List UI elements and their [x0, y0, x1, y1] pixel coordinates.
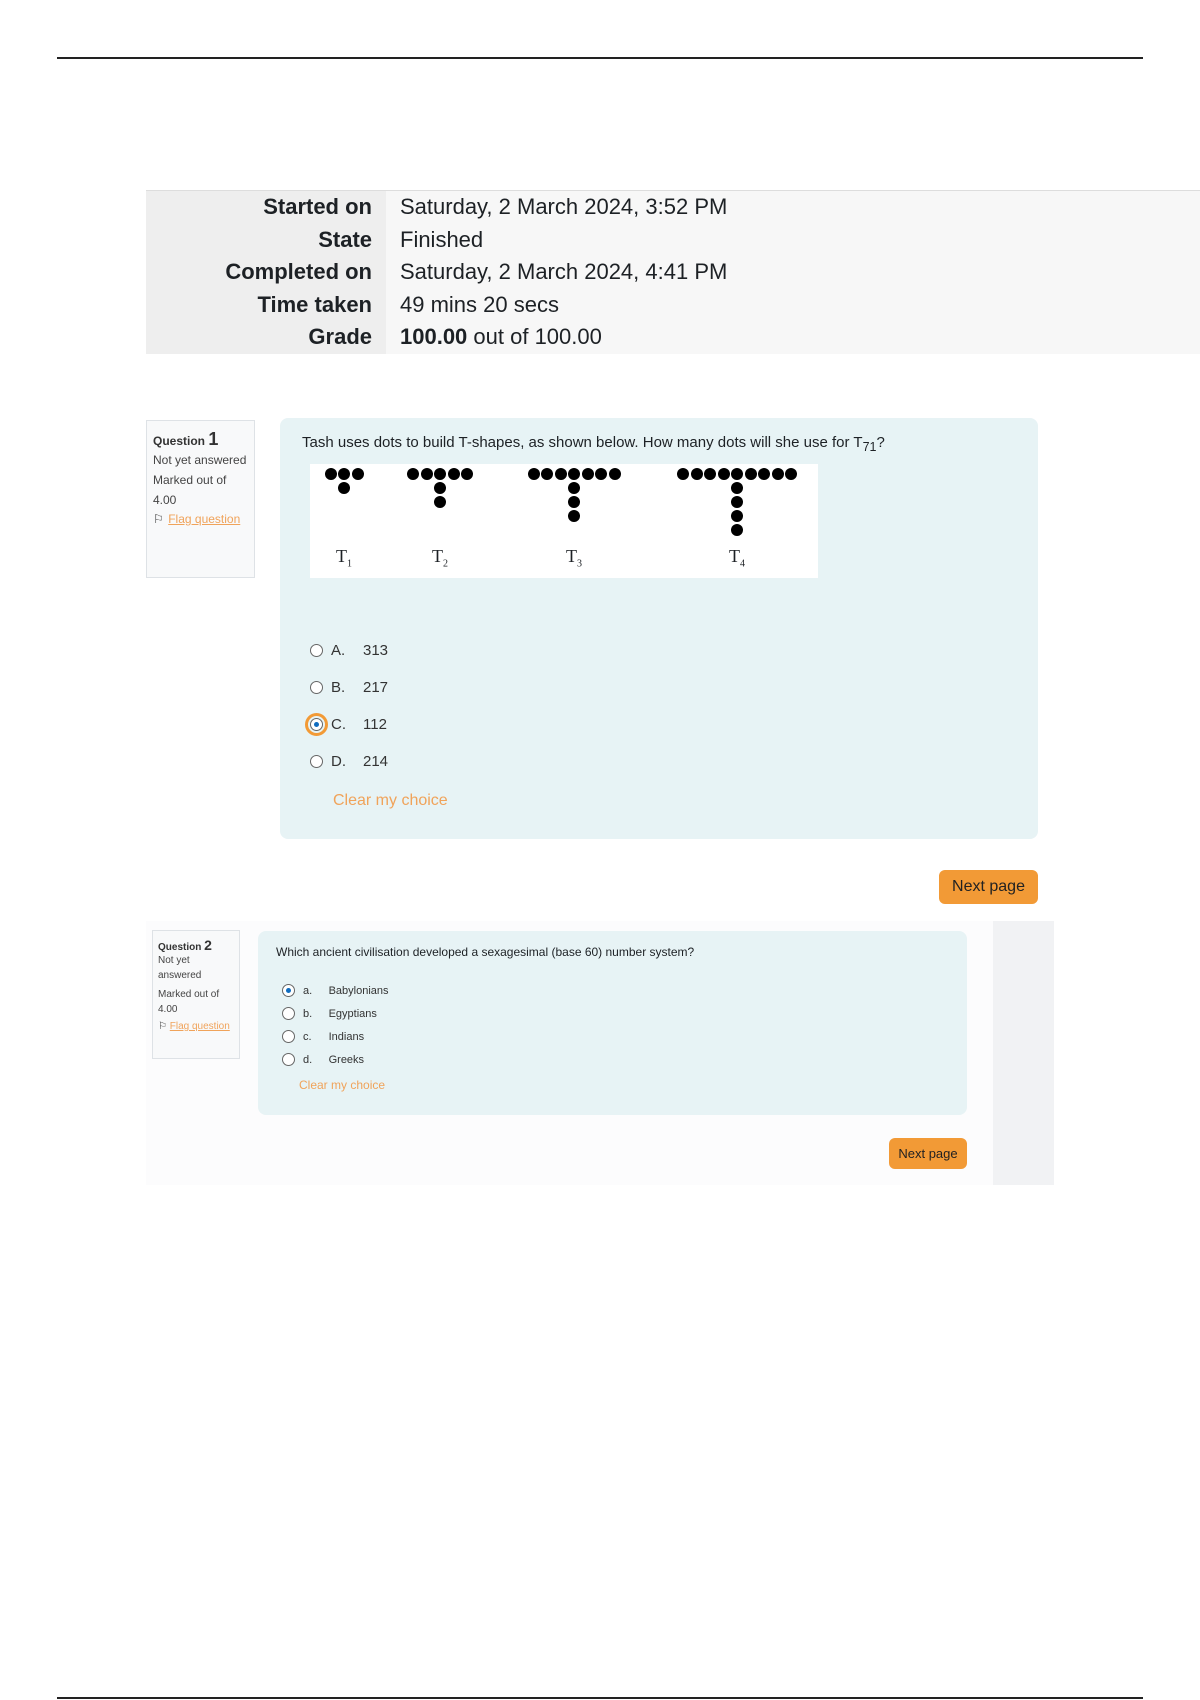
figure-label: T1	[336, 546, 352, 570]
option-d[interactable]: d. Greeks	[282, 1053, 364, 1066]
dot	[717, 468, 730, 480]
option-d[interactable]: D. 214	[310, 753, 388, 770]
figure-label: T2	[432, 546, 448, 570]
dot	[568, 468, 580, 480]
option-a[interactable]: a. Babylonians	[282, 984, 389, 997]
radio-button[interactable]	[282, 1030, 295, 1043]
dot	[771, 468, 784, 480]
option-c[interactable]: C. 112	[305, 713, 387, 736]
bottom-divider	[57, 1697, 1143, 1699]
summary-row: Grade 100.00 out of 100.00	[146, 321, 1200, 354]
question-2-content: Which ancient civilisation developed a s…	[258, 931, 967, 1115]
dot	[541, 468, 553, 480]
summary-row: Completed on Saturday, 2 March 2024, 4:41…	[146, 256, 1200, 289]
summary-row: Time taken 49 mins 20 secs	[146, 288, 1200, 321]
dot	[568, 482, 580, 494]
radio-button[interactable]	[282, 1007, 295, 1020]
clear-my-choice-link[interactable]: Clear my choice	[299, 1078, 386, 1092]
next-page-button[interactable]: Next page	[939, 870, 1038, 904]
question-2-info: Question 2 Not yet answered Marked out o…	[152, 930, 240, 1059]
figure-label: T4	[729, 546, 745, 570]
dot	[434, 482, 446, 494]
dot	[568, 496, 580, 508]
next-page-button[interactable]: Next page	[889, 1138, 967, 1169]
question-marks: Marked out of 4.00	[153, 473, 227, 507]
dot	[690, 468, 703, 480]
dot	[731, 496, 743, 508]
dot	[420, 468, 433, 480]
dot	[568, 510, 580, 522]
radio-button[interactable]	[305, 713, 328, 736]
option-b[interactable]: b. Egyptians	[282, 1007, 377, 1020]
dot	[461, 468, 473, 480]
dot	[677, 468, 689, 480]
dot	[434, 468, 446, 480]
option-b[interactable]: B. 217	[310, 679, 388, 696]
question-1-info: Question 1 Not yet answered Marked out o…	[146, 420, 255, 578]
question-status: Not yet answered	[153, 453, 247, 467]
dot	[704, 468, 716, 480]
dot	[324, 468, 337, 480]
option-a[interactable]: A. 313	[310, 642, 388, 659]
dot	[447, 468, 460, 480]
dot	[407, 468, 419, 480]
dot	[731, 510, 743, 522]
question-text: Tash uses dots to build T-shapes, as sho…	[302, 434, 885, 454]
dot	[351, 468, 364, 480]
radio-button[interactable]	[310, 755, 323, 768]
dot	[731, 524, 743, 536]
dot	[595, 468, 607, 480]
radio-button[interactable]	[282, 1053, 295, 1066]
flag-icon: ⚐	[158, 1021, 167, 1032]
dot	[554, 468, 567, 480]
side-column	[993, 921, 1054, 1185]
radio-button[interactable]	[310, 681, 323, 694]
dot	[338, 468, 350, 480]
dot	[744, 468, 757, 480]
flag-question-link[interactable]: Flag question	[168, 512, 241, 526]
clear-my-choice-link[interactable]: Clear my choice	[333, 792, 448, 809]
dot	[785, 468, 797, 480]
dot	[731, 482, 743, 494]
attempt-summary: Started on Saturday, 2 March 2024, 3:52 P…	[146, 190, 1200, 354]
radio-button[interactable]	[282, 984, 295, 997]
top-divider	[57, 57, 1143, 59]
dot	[758, 468, 770, 480]
summary-row: State Finished	[146, 223, 1200, 256]
radio-button[interactable]	[310, 644, 323, 657]
dot	[731, 468, 743, 480]
dot	[527, 468, 540, 480]
figure-label: T3	[566, 546, 582, 570]
dot	[608, 468, 621, 480]
question-text: Which ancient civilisation developed a s…	[276, 945, 695, 959]
dot	[581, 468, 594, 480]
dot	[338, 482, 350, 494]
summary-row: Started on Saturday, 2 March 2024, 3:52 P…	[146, 191, 1200, 224]
flag-icon: ⚐	[153, 512, 164, 526]
question-1-content: Tash uses dots to build T-shapes, as sho…	[280, 418, 1038, 839]
option-c[interactable]: c. Indians	[282, 1030, 364, 1043]
flag-question-link[interactable]: Flag question	[169, 1021, 230, 1032]
t-shapes-figure: T1 T2 T3 T4	[310, 464, 818, 578]
dot	[434, 496, 446, 508]
